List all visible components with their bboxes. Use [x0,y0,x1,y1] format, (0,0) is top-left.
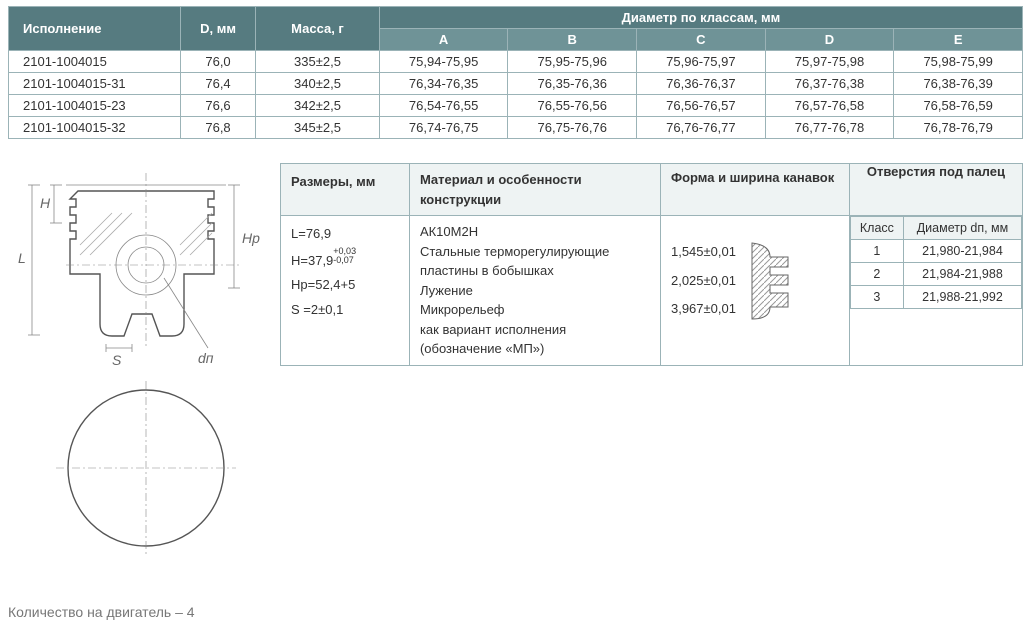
th-class-c: C [637,29,766,51]
piston-outline-icon [70,191,214,336]
dim-H: H [40,195,51,211]
th-class-d: D [765,29,894,51]
size-H: H=37,9 [291,253,333,268]
size-L: L=76,9 [291,226,331,241]
th-class-e: E [894,29,1023,51]
cell-groove: 1,545±0,01 2,025±0,01 3,967±0,01 [660,216,849,366]
size-S: S =2±0,1 [291,302,343,317]
dim-S: S [112,352,122,368]
engine-qty-note: Количество на двигатель – 4 [8,604,1025,620]
groove-profile-icon [746,241,794,321]
dim-Hp: Hp [242,230,260,246]
table-row: 2101-100401576,0335±2,575,94-75,9575,95-… [9,51,1023,73]
piston-drawing: L H Hp [8,163,268,566]
cell-sizes: L=76,9 H=37,9+0,03-0,07 Hp=52,4+5 S =2±0… [281,216,410,366]
cell-material: АК10М2Н Стальные терморегулирующие пласт… [409,216,660,366]
holes-col-dia: Диаметр dп, мм [903,217,1021,240]
holes-row: 3 21,988-21,992 [850,286,1021,309]
th-mass: Масса, г [256,7,380,51]
details-table: Размеры, мм Материал и особенности конст… [280,163,1023,366]
th-sizes: Размеры, мм [281,164,410,216]
size-Hp: Hp=52,4+5 [291,277,355,292]
th-material: Материал и особенности конструкции [409,164,660,216]
th-dia-group: Диаметр по классам, мм [379,7,1022,29]
dim-dn: dп [198,350,214,366]
table-row: 2101-1004015-3276,8345±2,576,74-76,7576,… [9,117,1023,139]
holes-col-class: Класс [850,217,903,240]
table-row: 2101-1004015-2376,6342±2,576,54-76,5576,… [9,95,1023,117]
th-class-b: B [508,29,637,51]
th-exec: Исполнение [9,7,181,51]
th-groove: Форма и ширина канавок [660,164,849,216]
th-d: D, мм [180,7,255,51]
dim-L: L [18,250,26,266]
cell-holes: Класс Диаметр dп, мм 1 21,980-21,984 2 2… [849,216,1022,366]
holes-row: 2 21,984-21,988 [850,263,1021,286]
class-diameter-table: Исполнение D, мм Масса, г Диаметр по кла… [8,6,1023,139]
table-row: 2101-1004015-3176,4340±2,576,34-76,3576,… [9,73,1023,95]
th-holes: Отверстия под палец [849,164,1022,216]
th-class-a: A [379,29,508,51]
holes-row: 1 21,980-21,984 [850,240,1021,263]
